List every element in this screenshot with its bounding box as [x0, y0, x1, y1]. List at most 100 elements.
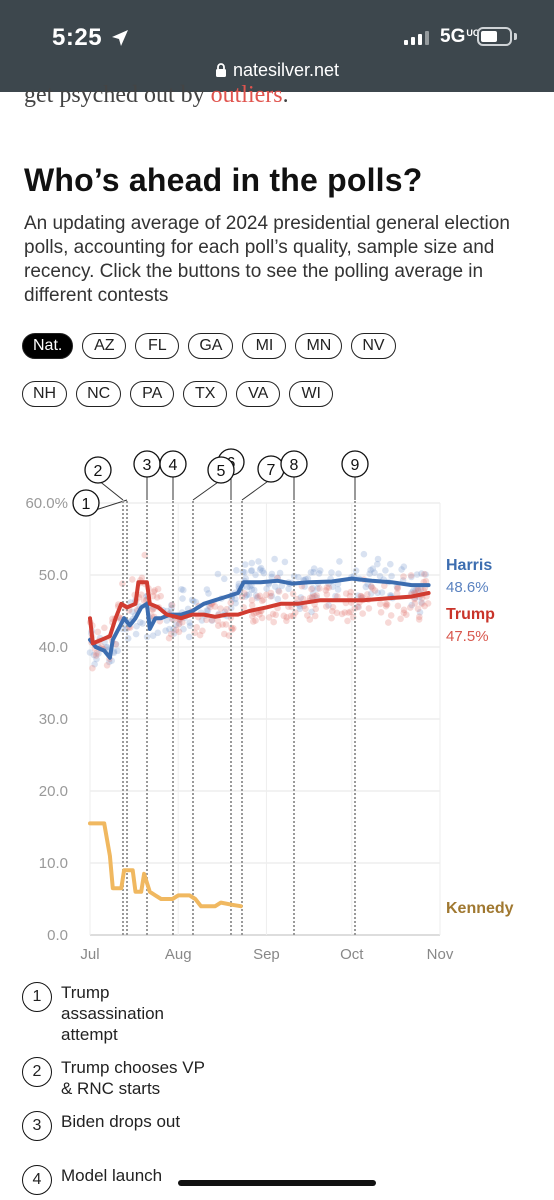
poll-dot: [172, 621, 180, 628]
tab-ga[interactable]: GA: [188, 333, 234, 359]
poll-dot: [308, 608, 315, 616]
legend-item: 3 Biden drops out: [22, 1111, 211, 1141]
poll-dot: [416, 613, 423, 621]
poll-dot: [388, 572, 395, 580]
poll-dot: [203, 607, 211, 614]
tab-mi[interactable]: MI: [242, 333, 287, 359]
poll-dot: [154, 585, 162, 593]
legend-number: 1: [22, 982, 52, 1012]
poll-dot: [313, 592, 321, 599]
poll-dot: [369, 565, 377, 572]
event-number: 4: [169, 457, 178, 474]
tab-nc[interactable]: NC: [76, 381, 122, 407]
poll-dot: [114, 647, 121, 655]
battery-icon: [477, 27, 512, 46]
poll-dot: [309, 593, 316, 601]
x-tick-label: Jul: [80, 946, 99, 963]
poll-dot: [254, 593, 261, 600]
series-line-harris: [88, 576, 431, 660]
poll-dot: [418, 600, 426, 607]
tab-national[interactable]: Nat.: [22, 333, 74, 359]
poll-dot: [175, 621, 182, 628]
network-type: 5GUC: [440, 26, 480, 47]
poll-dot: [203, 586, 211, 593]
poll-dot: [412, 586, 419, 594]
poll-dot: [360, 550, 368, 558]
poll-dot: [335, 570, 342, 577]
poll-dot: [410, 587, 417, 594]
legend-number: 3: [22, 1111, 52, 1141]
outliers-link[interactable]: outliers: [210, 82, 283, 108]
poll-dot: [185, 633, 193, 641]
tab-mn[interactable]: MN: [295, 333, 343, 359]
poll-dot: [408, 573, 415, 581]
url-bar[interactable]: natesilver.net: [0, 60, 554, 81]
poll-dot: [382, 602, 390, 610]
poll-dot: [328, 614, 335, 622]
poll-dot: [180, 586, 187, 594]
poll-dot: [418, 570, 425, 577]
event-number: 2: [94, 463, 103, 480]
poll-dot: [374, 589, 382, 597]
poll-dot: [193, 624, 200, 631]
poll-dot: [280, 612, 288, 620]
tab-va[interactable]: VA: [236, 381, 281, 407]
poll-dot: [222, 621, 230, 628]
poll-dot: [328, 569, 335, 576]
poll-dot: [325, 602, 332, 609]
legend-item: 4 Model launch: [22, 1165, 211, 1195]
tab-wi[interactable]: WI: [289, 381, 334, 407]
poll-dot: [301, 583, 308, 590]
poll-dot: [308, 585, 315, 593]
poll-dot: [167, 630, 175, 638]
poll-dot: [311, 612, 319, 620]
tab-pa[interactable]: PA: [130, 381, 175, 407]
tab-fl[interactable]: FL: [135, 333, 180, 359]
poll-dot: [398, 566, 405, 573]
battery-tip: [514, 33, 517, 40]
poll-dot: [250, 618, 257, 625]
poll-dot: [371, 587, 379, 594]
poll-dot: [232, 599, 239, 607]
legend-text: Biden drops out: [61, 1112, 181, 1131]
y-tick-label: 30.0: [39, 711, 68, 728]
poll-dot: [400, 573, 407, 580]
series-line-trump: [88, 580, 431, 646]
poll-dot: [248, 567, 256, 574]
poll-dot: [276, 569, 284, 577]
polling-average-chart: 612345789 60.0%50.040.030.020.010.00.0Ju…: [25, 448, 514, 963]
poll-dot: [424, 600, 432, 607]
poll-dot: [334, 593, 341, 600]
poll-dot: [364, 591, 371, 598]
tab-nv[interactable]: NV: [351, 333, 396, 359]
poll-dot: [208, 616, 216, 624]
poll-dot: [368, 583, 375, 591]
poll-dot: [285, 585, 292, 593]
poll-dot: [245, 591, 253, 598]
poll-dot: [260, 596, 267, 604]
x-tick-label: Oct: [340, 946, 364, 963]
poll-dot: [247, 567, 255, 575]
series-value-harris: 48.6%: [446, 579, 489, 596]
poll-dot: [192, 598, 200, 606]
poll-dot: [357, 593, 365, 600]
poll-dot: [278, 582, 286, 590]
browser-chrome: 5:25 5GUC natesilver.net: [0, 0, 554, 92]
y-tick-label: 60.0%: [25, 495, 68, 512]
tab-az[interactable]: AZ: [82, 333, 127, 359]
poll-dot: [415, 587, 422, 595]
poll-dot: [214, 617, 222, 624]
poll-dot: [90, 651, 98, 659]
poll-dot: [275, 587, 282, 594]
poll-dot: [176, 620, 183, 627]
poll-dot: [282, 593, 289, 600]
poll-dot: [296, 605, 304, 613]
poll-dot: [323, 584, 331, 591]
legend-number: 4: [22, 1165, 52, 1195]
tab-nh[interactable]: NH: [22, 381, 68, 407]
poll-dot: [325, 584, 333, 591]
y-tick-label: 10.0: [39, 855, 68, 872]
poll-dot: [265, 614, 273, 621]
tab-tx[interactable]: TX: [183, 381, 228, 407]
poll-dot: [165, 634, 173, 642]
